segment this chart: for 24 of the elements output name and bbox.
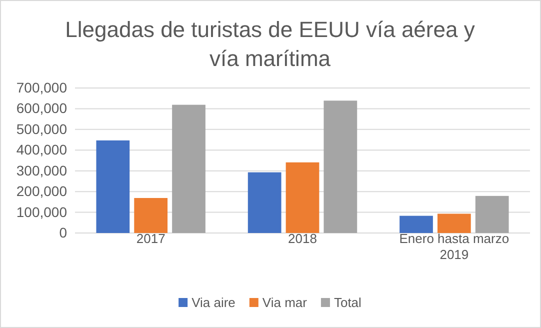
bar xyxy=(400,216,433,233)
bar xyxy=(134,198,168,233)
bar xyxy=(172,104,206,233)
y-tick-label: 400,000 xyxy=(16,142,68,158)
x-tick-label: Enero hasta marzo 2019 xyxy=(399,231,510,262)
chart-title: Llegadas de turistas de EEUU vía aérea y vía marítima xyxy=(65,17,475,71)
legend-label: Total xyxy=(334,295,362,310)
y-tick-label: 200,000 xyxy=(16,183,68,200)
x-tick-label: 2018 xyxy=(288,231,317,246)
y-tick-label: 500,000 xyxy=(16,120,68,137)
bar xyxy=(437,214,471,233)
bar xyxy=(286,162,320,233)
bar xyxy=(324,100,358,233)
y-tick-label: 0 xyxy=(59,224,68,240)
legend-label: Via mar xyxy=(262,295,308,310)
y-tick-label: 100,000 xyxy=(16,204,68,220)
x-tick-label: 2017 xyxy=(136,231,166,246)
legend-label: Via aire xyxy=(192,295,236,310)
y-tick-label: 600,000 xyxy=(16,100,68,116)
bar xyxy=(248,172,282,233)
y-tick-label: 700,000 xyxy=(16,79,68,96)
bar xyxy=(475,196,509,233)
bar xyxy=(96,140,130,233)
y-tick-label: 300,000 xyxy=(16,162,68,178)
